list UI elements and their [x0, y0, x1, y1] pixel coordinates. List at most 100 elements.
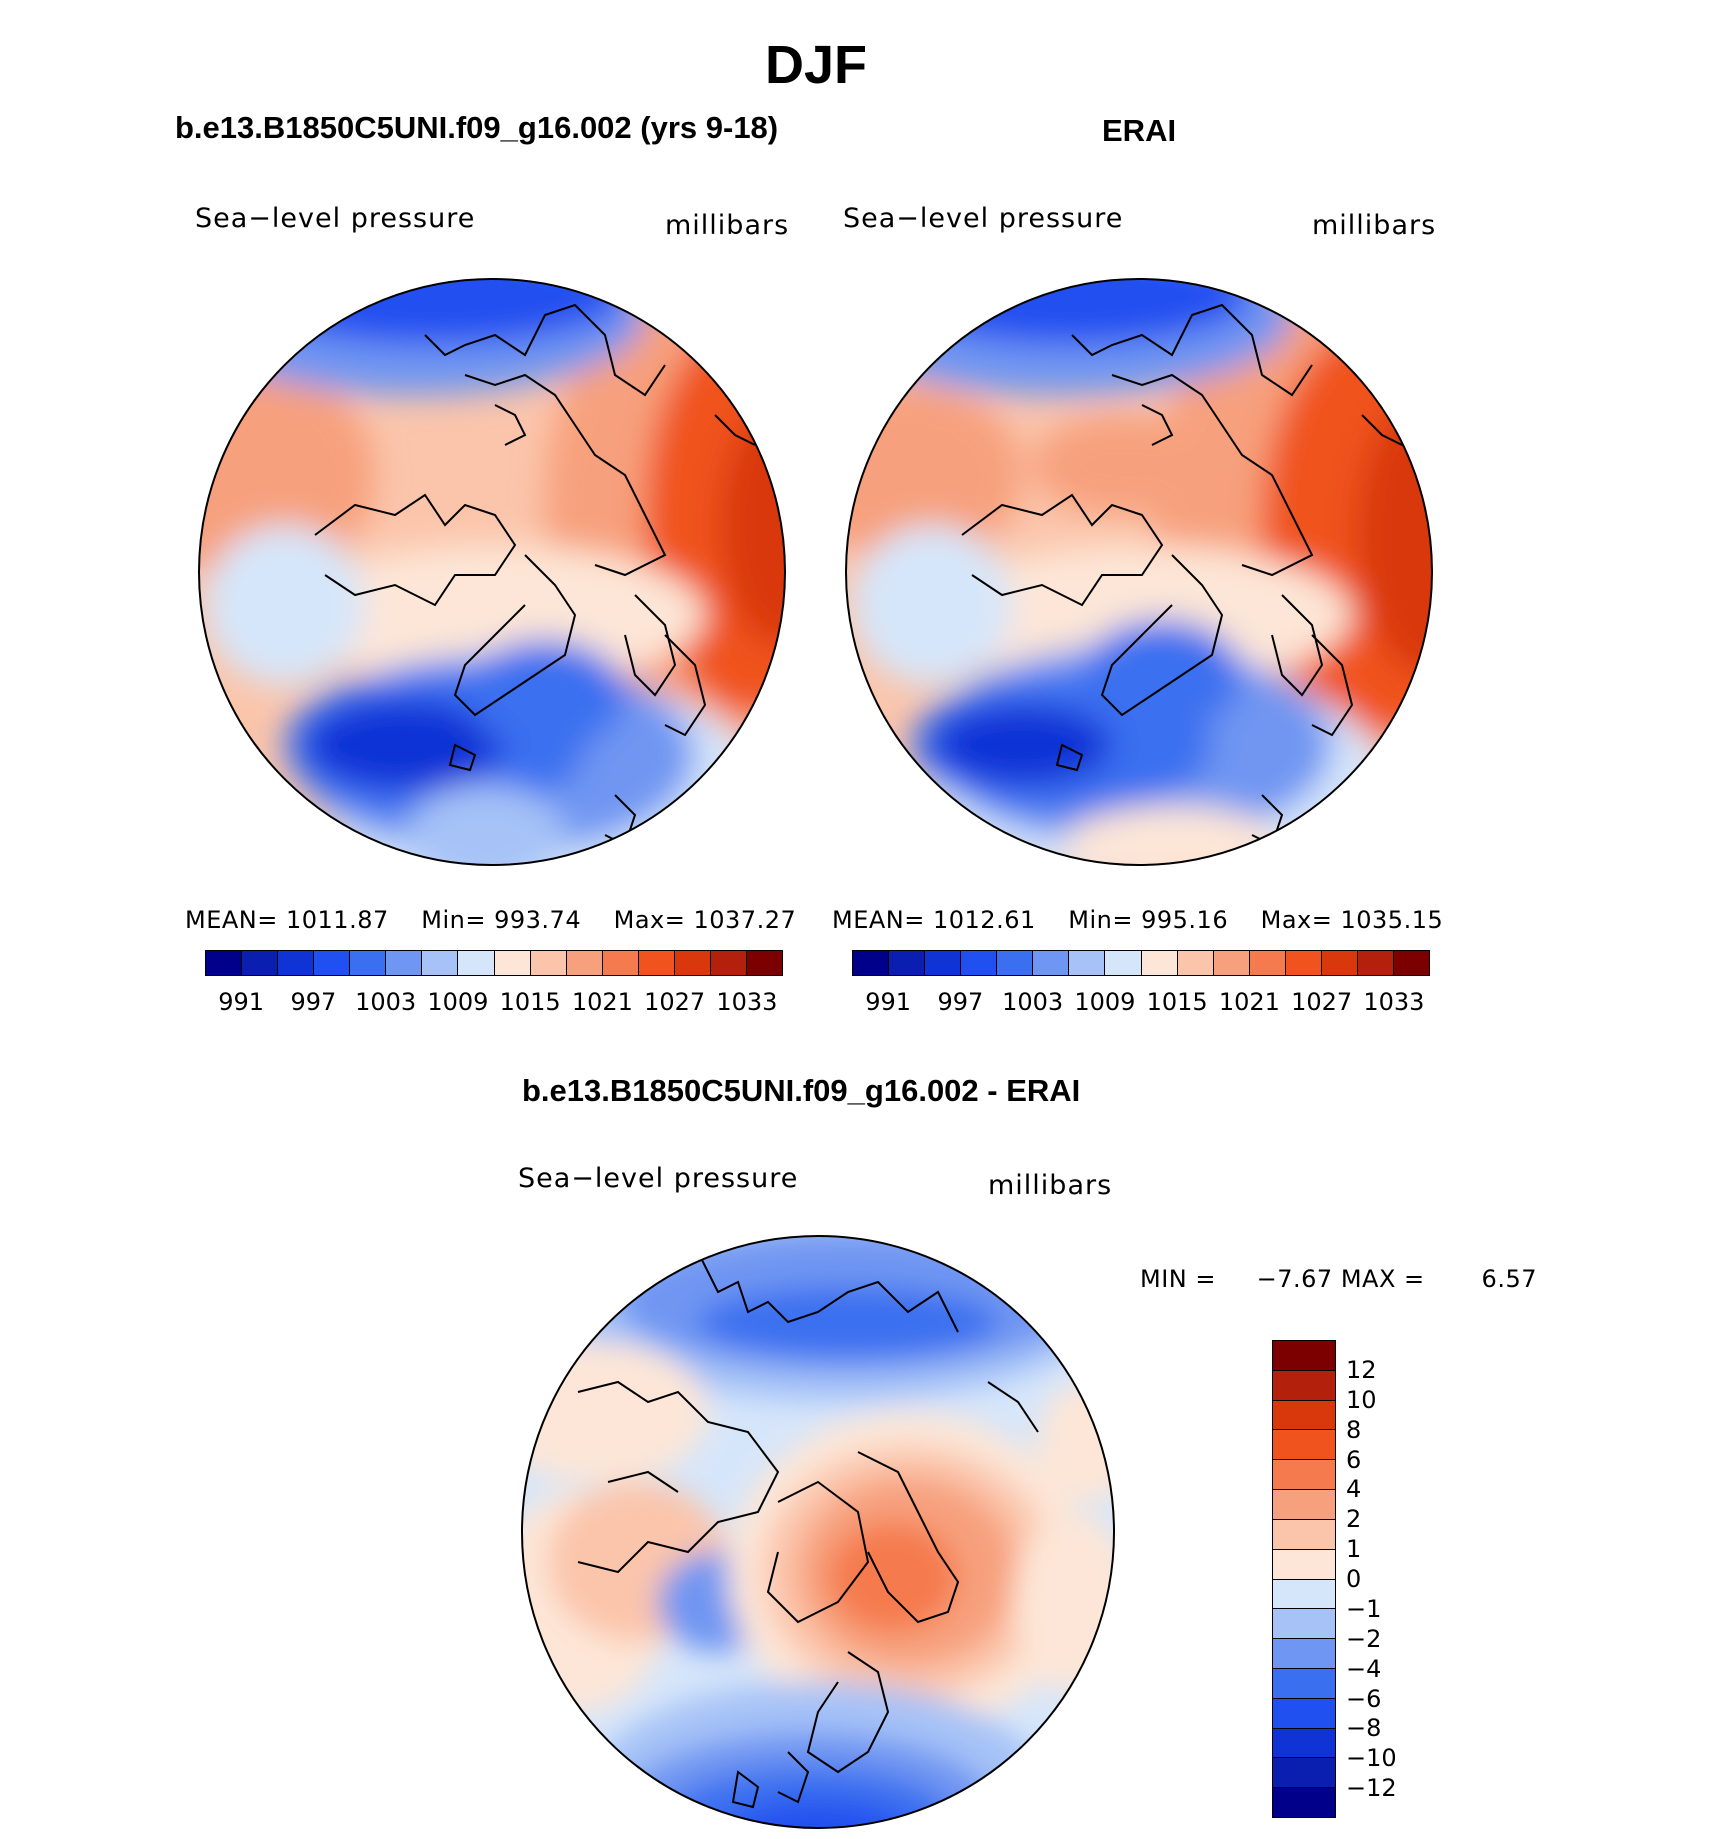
colorbar-tick-label: 4 [1346, 1475, 1362, 1504]
diff-max-label: MAX = [1340, 1265, 1425, 1293]
diff-min-value: −7.67 [1256, 1265, 1333, 1293]
panel1-mean-value: 1011.87 [286, 906, 389, 934]
panel1-mean-label: MEAN= [185, 906, 278, 934]
panel2-stats: MEAN= 1012.61 Min= 995.16 Max= 1035.15 [832, 906, 1443, 934]
colorbar-swatch [1141, 951, 1178, 975]
panel2-min-label: Min= [1068, 906, 1133, 934]
colorbar-tick-label: 991 [865, 988, 912, 1016]
colorbar-tick-label: 1009 [1074, 988, 1136, 1016]
colorbar-swatch [1273, 1519, 1335, 1550]
colorbar-swatch [1273, 1490, 1335, 1520]
colorbar-swatch [889, 951, 926, 975]
colorbar-swatch [997, 951, 1034, 975]
colorbar-swatch [1321, 951, 1358, 975]
colorbar-swatch [1273, 1341, 1335, 1371]
panel2-variable-label: Sea−level pressure [843, 203, 1124, 234]
colorbar-swatch [1393, 951, 1429, 975]
colorbar-swatch [853, 951, 890, 975]
panel1-variable-label: Sea−level pressure [195, 203, 476, 234]
colorbar-swatch [1273, 1609, 1335, 1640]
colorbar-tick-label: −6 [1346, 1684, 1382, 1713]
colorbar-tick-label: 0 [1346, 1565, 1362, 1593]
panel1-colorbar-ticks: 991 997 1003 1009 1015 1021 1027 1033 [205, 988, 783, 1018]
colorbar-swatch [710, 951, 747, 975]
colorbar-swatch [1249, 951, 1286, 975]
colorbar-swatch [1105, 951, 1142, 975]
colorbar-swatch [350, 951, 387, 975]
colorbar-swatch [1273, 1430, 1335, 1461]
panel2-max-value: 1035.15 [1340, 906, 1444, 934]
colorbar-swatch [1273, 1549, 1335, 1580]
colorbar-tick-label: −8 [1346, 1714, 1382, 1743]
colorbar-tick-label: 1033 [716, 988, 778, 1016]
colorbar-tick-label: 1015 [499, 988, 561, 1016]
diff-panel-title: b.e13.B1850C5UNI.f09_g16.002 - ERAI [522, 1073, 1081, 1108]
colorbar-tick-label: 1033 [1363, 988, 1425, 1016]
colorbar-tick-label: −12 [1346, 1774, 1397, 1803]
colorbar-swatch [314, 951, 351, 975]
colorbar-swatch [1213, 951, 1250, 975]
colorbar-tick-label: 10 [1346, 1385, 1377, 1414]
panel1-colorbar [205, 950, 783, 976]
colorbar-tick-label: 1003 [1002, 988, 1064, 1016]
panel1-min-value: 993.74 [494, 906, 582, 934]
panel1-title: b.e13.B1850C5UNI.f09_g16.002 (yrs 9-18) [175, 110, 779, 145]
panel2-units-label: millibars [1312, 210, 1437, 241]
diff-min-label: MIN = [1140, 1265, 1216, 1293]
diff-colorbar-ticks: 12 10 8 6 4 2 1 0 −1 −2 −4 −6 −8 −10 −12 [1346, 1340, 1426, 1818]
colorbar-swatch [1273, 1698, 1335, 1729]
colorbar-swatch [566, 951, 603, 975]
panel1-units-label: millibars [665, 210, 790, 241]
figure-title: DJF [764, 35, 867, 95]
colorbar-swatch [1357, 951, 1394, 975]
colorbar-swatch [1273, 1728, 1335, 1759]
colorbar-swatch [1273, 1639, 1335, 1669]
colorbar-tick-label: 1021 [1218, 988, 1280, 1016]
colorbar-swatch [530, 951, 567, 975]
panel2-colorbar [852, 950, 1430, 976]
panel2-colorbar-ticks: 991 997 1003 1009 1015 1021 1027 1033 [852, 988, 1430, 1018]
colorbar-swatch [925, 951, 962, 975]
colorbar-tick-label: 8 [1346, 1415, 1362, 1444]
diff-colorbar [1272, 1340, 1336, 1818]
panel1-polar-map [198, 278, 786, 866]
colorbar-swatch [1273, 1370, 1335, 1401]
diff-polar-map [521, 1235, 1115, 1829]
panel1-max-label: Max= [613, 906, 686, 934]
colorbar-tick-label: 2 [1346, 1505, 1362, 1534]
colorbar-tick-label: 12 [1346, 1355, 1377, 1384]
colorbar-swatch [1273, 1460, 1335, 1491]
colorbar-tick-label: 997 [937, 988, 984, 1016]
diff-stats: MIN = −7.67 MAX = 6.57 [1140, 1265, 1537, 1293]
colorbar-tick-label: 1027 [1291, 988, 1353, 1016]
colorbar-swatch [278, 951, 315, 975]
colorbar-tick-label: 6 [1346, 1445, 1362, 1474]
colorbar-swatch [746, 951, 782, 975]
colorbar-swatch [422, 951, 459, 975]
colorbar-tick-label: 1021 [571, 988, 633, 1016]
colorbar-tick-label: −10 [1346, 1744, 1397, 1773]
diff-variable-label: Sea−level pressure [518, 1163, 799, 1194]
colorbar-swatch [638, 951, 675, 975]
diff-units-label: millibars [988, 1170, 1113, 1201]
colorbar-tick-label: −2 [1346, 1624, 1382, 1653]
colorbar-tick-label: 997 [290, 988, 337, 1016]
colorbar-swatch [386, 951, 423, 975]
colorbar-swatch [458, 951, 495, 975]
panel2-title: ERAI [1102, 113, 1177, 148]
diff-max-value: 6.57 [1481, 1265, 1537, 1293]
colorbar-swatch [242, 951, 279, 975]
panel2-polar-map [845, 278, 1433, 866]
colorbar-swatch [1273, 1668, 1335, 1699]
colorbar-tick-label: 1027 [644, 988, 706, 1016]
colorbar-tick-label: −1 [1346, 1594, 1382, 1623]
colorbar-swatch [1273, 1400, 1335, 1431]
colorbar-swatch [1285, 951, 1322, 975]
colorbar-swatch [1273, 1579, 1335, 1610]
panel2-mean-label: MEAN= [832, 906, 925, 934]
colorbar-swatch [206, 951, 243, 975]
panel1-stats: MEAN= 1011.87 Min= 993.74 Max= 1037.27 [185, 906, 796, 934]
colorbar-swatch [1033, 951, 1070, 975]
colorbar-swatch [1069, 951, 1106, 975]
panel2-mean-value: 1012.61 [933, 906, 1036, 934]
